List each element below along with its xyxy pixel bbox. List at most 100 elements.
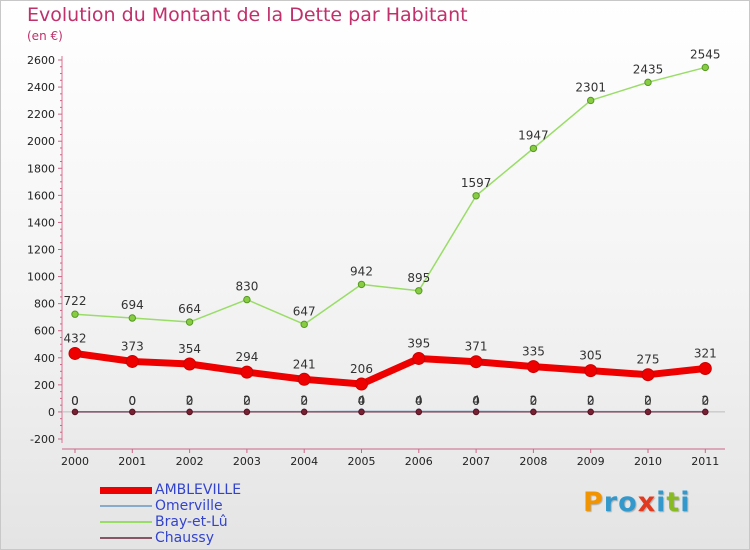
data-point-bray-et-l- (357, 280, 366, 289)
data-label-omerville: 2 (701, 394, 709, 408)
logo-letter: i (656, 487, 667, 518)
data-point-bray-et-l- (71, 310, 79, 318)
data-label-ambleville: 241 (293, 357, 316, 371)
x-tick-label: 2003 (233, 455, 261, 468)
chart-title: Evolution du Montant de la Dette par Hab… (27, 4, 468, 26)
legend-label: Chaussy (155, 530, 214, 546)
y-tick-label: 200 (34, 379, 55, 392)
x-tick-label: 2010 (634, 455, 662, 468)
data-point-ambleville (125, 354, 139, 368)
data-point-bray-et-l- (472, 192, 480, 200)
data-point-bray-et-l- (128, 314, 137, 322)
data-label-omerville: 2 (530, 394, 538, 408)
axes: -200020040060080010001200140016001800200… (27, 54, 725, 468)
data-label-ambleville: 275 (637, 353, 660, 367)
data-label-bray-et-l-: 2545 (690, 47, 721, 61)
data-label-omerville: 0 (71, 394, 79, 408)
data-point-chaussy (300, 408, 308, 416)
y-tick-label: 1800 (27, 162, 55, 175)
y-tick-label: 800 (34, 298, 55, 311)
legend-swatch (100, 521, 152, 523)
data-label-bray-et-l-: 2435 (633, 62, 664, 76)
data-label-bray-et-l-: 1597 (461, 176, 492, 190)
data-point-ambleville (469, 355, 483, 369)
data-label-bray-et-l-: 1947 (518, 128, 549, 142)
data-label-ambleville: 373 (121, 339, 144, 353)
data-point-chaussy (415, 408, 423, 416)
data-label-omerville: 2 (587, 394, 595, 408)
data-label-chaussy: 0 (186, 394, 194, 408)
data-label-ambleville: 305 (579, 349, 602, 363)
data-point-chaussy (129, 408, 136, 416)
data-label-omerville: 2 (644, 394, 652, 408)
y-tick-label: 0 (48, 406, 55, 419)
data-label-ambleville: 432 (64, 331, 87, 345)
data-point-ambleville (526, 360, 540, 374)
data-point-ambleville (68, 346, 82, 360)
x-tick-label: 2001 (118, 455, 146, 468)
data-label-omerville: 4 (415, 393, 423, 407)
data-label-ambleville: 321 (694, 346, 717, 360)
data-label-chaussy: 0 (530, 394, 538, 408)
series-layer: 722 694 664 830 647 942 895 1597 1947 2301 2435 254… (64, 47, 721, 416)
x-tick-label: 2007 (462, 455, 490, 468)
data-point-ambleville (355, 377, 368, 391)
y-tick-label: 2600 (27, 54, 55, 67)
logo-letter: i (680, 487, 691, 518)
y-tick-label: 1600 (27, 189, 55, 202)
data-point-ambleville (297, 372, 311, 386)
data-label-chaussy: 0 (71, 394, 79, 408)
data-point-chaussy (186, 408, 193, 416)
data-point-bray-et-l- (300, 320, 308, 329)
data-label-omerville: 2 (243, 394, 251, 408)
legend-label: AMBLEVILLE (155, 482, 242, 498)
legend-label: Bray-et-Lû (155, 514, 228, 530)
data-label-bray-et-l-: 942 (350, 264, 373, 278)
x-tick-label: 2000 (61, 455, 89, 468)
legend-swatch (100, 537, 152, 539)
x-tick-label: 2002 (176, 455, 204, 468)
data-label-chaussy: 0 (128, 394, 136, 408)
data-label-chaussy: 0 (587, 394, 595, 408)
data-point-bray-et-l- (587, 96, 595, 105)
data-point-chaussy (530, 408, 537, 416)
data-label-omerville: 4 (358, 393, 366, 407)
data-point-chaussy (472, 408, 480, 416)
data-point-bray-et-l- (185, 318, 194, 326)
data-label-chaussy: 0 (358, 394, 366, 408)
data-label-ambleville: 371 (465, 340, 488, 354)
data-point-ambleville (412, 351, 426, 365)
y-tick-label: 2400 (27, 81, 55, 94)
x-tick-label: 2006 (405, 455, 433, 468)
data-label-omerville: 4 (472, 393, 480, 407)
legend-swatch (100, 505, 152, 507)
legend-swatch (100, 487, 152, 494)
data-label-ambleville: 206 (350, 362, 373, 376)
data-label-bray-et-l-: 895 (407, 271, 430, 285)
x-tick-label: 2004 (290, 455, 318, 468)
x-tick-label: 2011 (691, 455, 719, 468)
data-point-ambleville (698, 361, 712, 375)
data-label-ambleville: 354 (178, 342, 201, 356)
data-label-chaussy: 0 (243, 394, 251, 408)
data-point-bray-et-l- (415, 287, 423, 295)
data-point-ambleville (240, 365, 254, 379)
data-label-chaussy: 0 (701, 394, 709, 408)
legend-label: Omerville (155, 498, 223, 514)
y-tick-label: 2200 (27, 108, 55, 121)
data-label-bray-et-l-: 722 (64, 294, 87, 308)
data-label-bray-et-l-: 647 (293, 304, 316, 318)
data-point-chaussy (587, 408, 595, 416)
x-tick-label: 2005 (348, 455, 376, 468)
series-line-bray-et-l- (74, 66, 707, 326)
data-label-bray-et-l-: 664 (178, 302, 201, 316)
data-label-omerville: 2 (186, 394, 194, 408)
logo-letter: P (583, 487, 604, 518)
logo-letter: r (603, 487, 619, 518)
y-tick-label: -200 (30, 433, 55, 446)
data-point-chaussy (644, 408, 652, 416)
data-point-bray-et-l- (529, 144, 538, 153)
logo-letter: x (637, 487, 657, 518)
data-label-bray-et-l-: 830 (235, 280, 258, 294)
